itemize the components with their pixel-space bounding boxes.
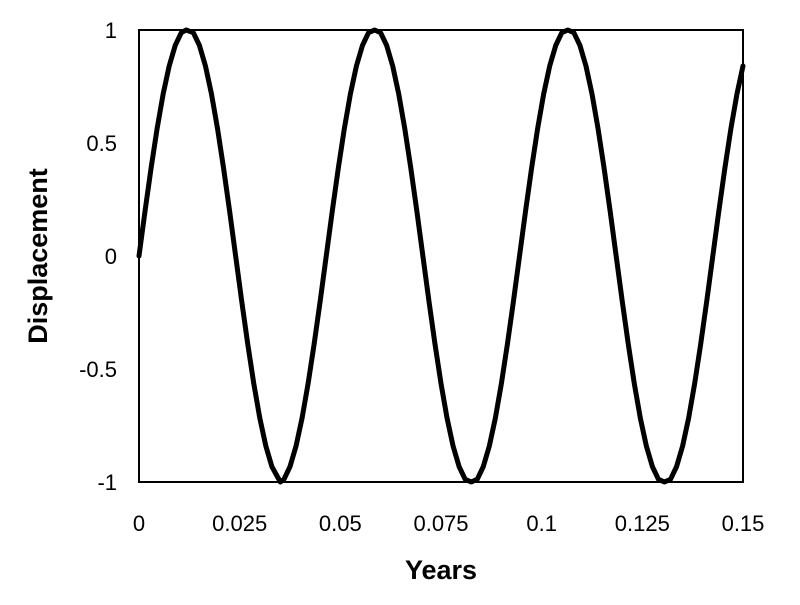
x-tick-label: 0.1 — [526, 511, 557, 536]
y-axis-ticks: 1 0.5 0 -0.5 -1 — [79, 18, 117, 495]
y-tick-label: -1 — [97, 470, 117, 495]
x-tick-label: 0.05 — [319, 511, 362, 536]
x-tick-label: 0.075 — [413, 511, 468, 536]
x-axis-title: Years — [405, 555, 477, 585]
x-tick-label: 0.15 — [722, 511, 765, 536]
x-axis-ticks: 0 0.025 0.05 0.075 0.1 0.125 0.15 — [133, 511, 765, 536]
y-axis-title: Displacement — [23, 168, 53, 344]
plot-area-frame — [138, 29, 744, 483]
y-tick-label: 0.5 — [86, 131, 117, 156]
series-line-0 — [136, 27, 746, 485]
y-tick-label: 0 — [105, 244, 117, 269]
x-tick-label: 0.025 — [212, 511, 267, 536]
x-tick-label: 0.125 — [615, 511, 670, 536]
x-tick-label: 0 — [133, 511, 145, 536]
plot-layer — [136, 27, 746, 485]
y-tick-label: 1 — [105, 18, 117, 43]
y-tick-label: -0.5 — [79, 357, 117, 382]
